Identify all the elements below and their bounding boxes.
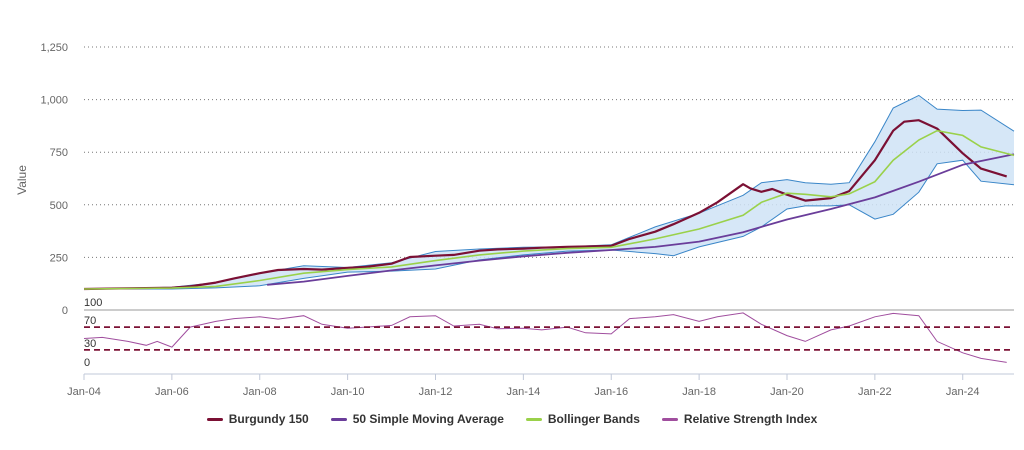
rsi-line — [83, 312, 1007, 363]
y-tick-label: 500 — [50, 200, 68, 212]
axes: 0 250 500 750 1,000 1,250 Jan-04 Jan-06 Jan-08 Ja… — [40, 42, 1014, 398]
bollinger-fill — [84, 95, 1014, 290]
sma-50-line — [267, 153, 1015, 286]
legend-label: Burgundy 150 — [228, 412, 309, 426]
legend-item[interactable]: 50 Simple Moving Average — [330, 412, 504, 426]
legend-label: Bollinger Bands — [547, 412, 640, 426]
y-axis-title: Value — [15, 165, 29, 195]
legend-swatch — [661, 417, 678, 421]
bollinger-lower — [84, 159, 1015, 290]
burgundy-150-line — [83, 119, 1008, 291]
x-tick-label: Jan-08 — [243, 386, 277, 398]
y-tick-label: 750 — [50, 147, 68, 159]
x-tick-label: Jan-10 — [331, 386, 365, 398]
series-lines — [83, 119, 1015, 291]
rsi-tick-label: 0 — [84, 357, 90, 369]
x-tick-label: Jan-22 — [858, 386, 892, 398]
rsi-tick-label: 70 — [84, 315, 96, 327]
x-tick-label: Jan-20 — [770, 386, 804, 398]
rsi-panel: 100 70 30 0 — [83, 297, 1014, 369]
x-tick-label: Jan-12 — [419, 386, 453, 398]
legend-label: 50 Simple Moving Average — [352, 412, 504, 426]
legend: Burgundy 150 50 Simple Moving Average Boll… — [0, 412, 1024, 426]
x-tick-label: Jan-04 — [67, 386, 101, 398]
x-tick-label: Jan-06 — [155, 386, 189, 398]
bollinger-middle — [83, 129, 1015, 290]
legend-label: Relative Strength Index — [683, 412, 818, 426]
chart-canvas: 100 70 30 0 0 250 500 750 1,000 1,250 Jan-04 Jan-0… — [15, 42, 1015, 398]
y-tick-label: 1,250 — [40, 42, 68, 54]
x-tick-label: Jan-16 — [594, 386, 628, 398]
gridlines — [84, 46, 1014, 258]
legend-swatch — [330, 417, 347, 421]
legend-swatch — [206, 417, 223, 421]
y-tick-label: 0 — [62, 305, 68, 317]
legend-item[interactable]: Bollinger Bands — [525, 412, 640, 426]
y-tick-label: 1,000 — [40, 95, 68, 107]
legend-item[interactable]: Relative Strength Index — [661, 412, 818, 426]
y-tick-label: 250 — [50, 252, 68, 264]
rsi-tick-label: 30 — [84, 338, 96, 350]
bollinger-band-area — [83, 94, 1015, 290]
x-tick-label: Jan-18 — [682, 386, 716, 398]
rsi-tick-label: 100 — [84, 297, 102, 309]
legend-item[interactable]: Burgundy 150 — [206, 412, 309, 426]
x-tick-label: Jan-14 — [507, 386, 541, 398]
legend-swatch — [525, 417, 542, 421]
x-tick-label: Jan-24 — [946, 386, 980, 398]
